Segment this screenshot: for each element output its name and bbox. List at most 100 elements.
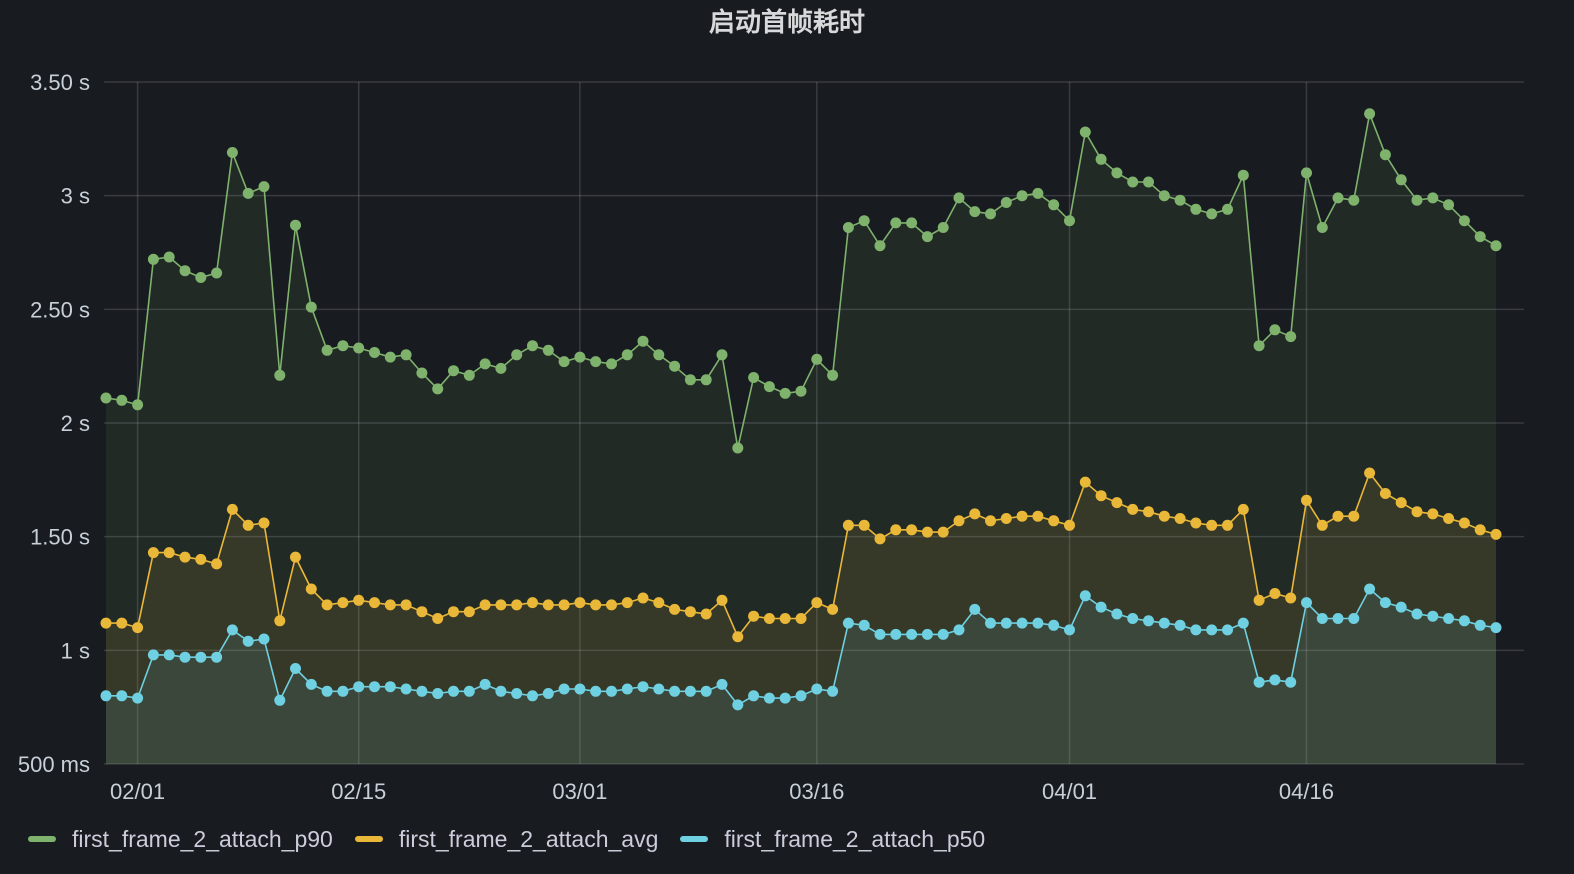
data-point[interactable]	[1048, 515, 1060, 527]
data-point[interactable]	[1269, 324, 1281, 336]
data-point[interactable]	[1190, 517, 1202, 529]
data-point[interactable]	[985, 617, 996, 629]
data-point[interactable]	[574, 597, 586, 609]
data-point[interactable]	[684, 685, 696, 697]
data-point[interactable]	[369, 597, 380, 609]
data-point[interactable]	[937, 222, 949, 233]
data-point[interactable]	[353, 594, 365, 606]
data-point[interactable]	[1095, 601, 1107, 613]
data-point[interactable]	[1095, 153, 1107, 165]
data-point[interactable]	[432, 613, 444, 624]
data-point[interactable]	[1237, 169, 1249, 181]
data-point[interactable]	[163, 547, 175, 559]
data-point[interactable]	[479, 678, 491, 690]
data-point[interactable]	[1458, 517, 1470, 529]
data-point[interactable]	[226, 147, 238, 158]
data-point[interactable]	[242, 519, 254, 531]
data-point[interactable]	[321, 599, 333, 611]
data-point[interactable]	[100, 617, 112, 629]
data-point[interactable]	[400, 683, 412, 695]
data-point[interactable]	[1395, 497, 1407, 509]
data-point[interactable]	[1253, 594, 1265, 606]
data-point[interactable]	[1048, 619, 1060, 631]
data-point[interactable]	[1016, 190, 1028, 202]
data-point[interactable]	[1143, 615, 1154, 627]
data-point[interactable]	[305, 583, 317, 595]
data-point[interactable]	[290, 219, 301, 231]
data-point[interactable]	[1222, 519, 1233, 531]
data-point[interactable]	[921, 231, 933, 243]
data-point[interactable]	[574, 683, 586, 695]
data-point[interactable]	[1206, 624, 1218, 636]
data-point[interactable]	[1490, 622, 1502, 634]
data-point[interactable]	[1427, 508, 1439, 520]
data-point[interactable]	[274, 615, 286, 627]
data-point[interactable]	[1206, 208, 1218, 220]
data-point[interactable]	[116, 617, 128, 629]
data-point[interactable]	[921, 628, 933, 640]
data-point[interactable]	[842, 519, 854, 531]
data-point[interactable]	[132, 692, 144, 704]
data-point[interactable]	[1143, 506, 1154, 518]
data-point[interactable]	[258, 181, 270, 193]
data-point[interactable]	[1143, 176, 1154, 188]
data-point[interactable]	[1427, 610, 1439, 622]
data-point[interactable]	[700, 685, 712, 697]
data-point[interactable]	[369, 681, 380, 693]
data-point[interactable]	[1174, 194, 1186, 206]
data-point[interactable]	[290, 663, 301, 674]
data-point[interactable]	[1379, 149, 1391, 161]
data-point[interactable]	[637, 335, 649, 347]
data-point[interactable]	[479, 358, 491, 370]
data-point[interactable]	[874, 628, 886, 640]
data-point[interactable]	[795, 613, 807, 624]
data-point[interactable]	[163, 649, 175, 661]
data-point[interactable]	[748, 690, 760, 702]
data-point[interactable]	[384, 351, 396, 363]
data-point[interactable]	[779, 692, 791, 704]
data-point[interactable]	[1064, 215, 1075, 227]
data-point[interactable]	[732, 699, 744, 711]
data-point[interactable]	[1348, 194, 1360, 206]
data-point[interactable]	[906, 628, 918, 640]
data-point[interactable]	[353, 681, 365, 693]
data-point[interactable]	[369, 347, 380, 358]
data-point[interactable]	[527, 597, 538, 609]
data-point[interactable]	[448, 365, 459, 377]
data-point[interactable]	[147, 253, 159, 265]
data-point[interactable]	[921, 526, 933, 538]
data-point[interactable]	[1474, 619, 1486, 631]
data-point[interactable]	[969, 508, 981, 520]
data-point[interactable]	[606, 685, 617, 697]
data-point[interactable]	[321, 344, 333, 356]
data-point[interactable]	[874, 240, 886, 252]
data-point[interactable]	[132, 622, 144, 634]
data-point[interactable]	[716, 678, 728, 690]
data-point[interactable]	[1095, 490, 1107, 502]
data-point[interactable]	[1253, 676, 1265, 688]
data-point[interactable]	[1348, 613, 1360, 624]
data-point[interactable]	[606, 358, 617, 370]
data-point[interactable]	[684, 374, 696, 386]
data-point[interactable]	[1127, 503, 1139, 515]
data-point[interactable]	[621, 597, 633, 609]
data-point[interactable]	[906, 217, 918, 229]
data-point[interactable]	[1127, 176, 1139, 188]
data-point[interactable]	[432, 383, 444, 395]
data-point[interactable]	[1474, 524, 1486, 536]
data-point[interactable]	[1427, 192, 1439, 204]
data-point[interactable]	[684, 606, 696, 618]
data-point[interactable]	[1301, 597, 1312, 609]
data-point[interactable]	[147, 649, 159, 661]
data-point[interactable]	[637, 592, 649, 604]
data-point[interactable]	[1016, 617, 1028, 629]
data-point[interactable]	[1000, 513, 1012, 524]
data-point[interactable]	[763, 613, 775, 624]
data-point[interactable]	[1395, 601, 1407, 613]
data-point[interactable]	[1443, 199, 1455, 211]
data-point[interactable]	[1490, 528, 1502, 540]
data-point[interactable]	[542, 599, 554, 611]
data-point[interactable]	[1490, 240, 1502, 252]
data-point[interactable]	[1301, 167, 1312, 179]
data-point[interactable]	[716, 349, 728, 361]
